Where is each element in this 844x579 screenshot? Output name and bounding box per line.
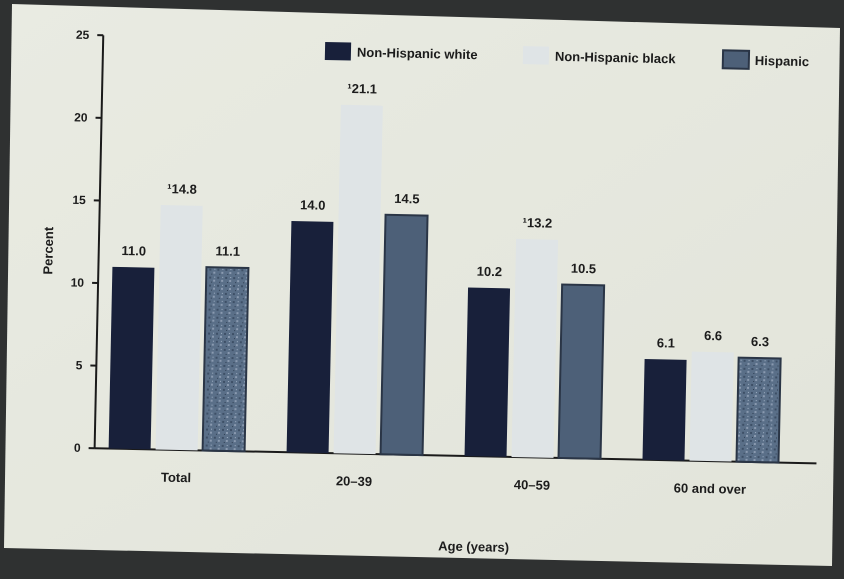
bar-non-hispanic-white-4 [642,358,687,461]
legend-swatch-hispanic [721,49,751,70]
bar-hispanic-1 [201,266,250,453]
bar-non-hispanic-white-1 [108,266,155,450]
x-tick-label: Total [161,470,191,486]
legend-swatch-non-hispanic-black [522,46,550,65]
data-label: 6.1 [657,335,675,350]
bar-non-hispanic-white-3 [464,287,511,457]
y-tick-label: 0 [74,441,81,455]
y-axis-line [93,35,105,449]
bar-non-hispanic-white-2 [286,221,334,454]
data-label: ¹21.1 [347,81,377,97]
bar-non-hispanic-black-3 [511,238,559,458]
y-tick-label: 15 [72,193,86,207]
y-tick-label: 20 [74,110,88,124]
x-tick-label: 60 and over [674,480,747,497]
data-label: 10.2 [477,264,503,280]
bar-non-hispanic-black-2 [333,104,383,455]
data-label: ¹14.8 [167,181,197,197]
y-axis-label: Percent [40,226,56,275]
y-tick-label: 10 [71,275,85,289]
legend-swatch-non-hispanic-white [324,41,352,61]
x-tick-label: 20–39 [336,473,372,489]
data-label: 11.0 [121,243,146,259]
bar-non-hispanic-black-4 [689,351,734,462]
x-axis-label: Age (years) [438,538,509,554]
data-label: 6.3 [751,334,769,349]
bar-hispanic-2 [379,213,429,457]
y-tick-label: 5 [76,358,83,372]
x-tick-label: 40–59 [514,477,550,493]
bar-hispanic-3 [557,283,606,460]
data-label: 11.1 [215,243,240,259]
data-label: 14.0 [300,197,326,213]
data-label: 6.6 [704,328,722,343]
y-tick-label: 25 [76,28,90,42]
bar-hispanic-4 [735,356,782,464]
legend-label: Hispanic [755,53,809,69]
data-label: 14.5 [394,191,420,207]
bar-non-hispanic-black-1 [155,205,203,451]
data-label: ¹13.2 [522,215,552,231]
legend-label: Non-Hispanic black [555,49,677,67]
data-label: 10.5 [571,261,597,277]
legend-label: Non-Hispanic white [357,45,478,63]
plot-area: 0 5 10 15 20 25 Percent Age (years) 11.0 ¹14.8 11.… [40,28,817,555]
